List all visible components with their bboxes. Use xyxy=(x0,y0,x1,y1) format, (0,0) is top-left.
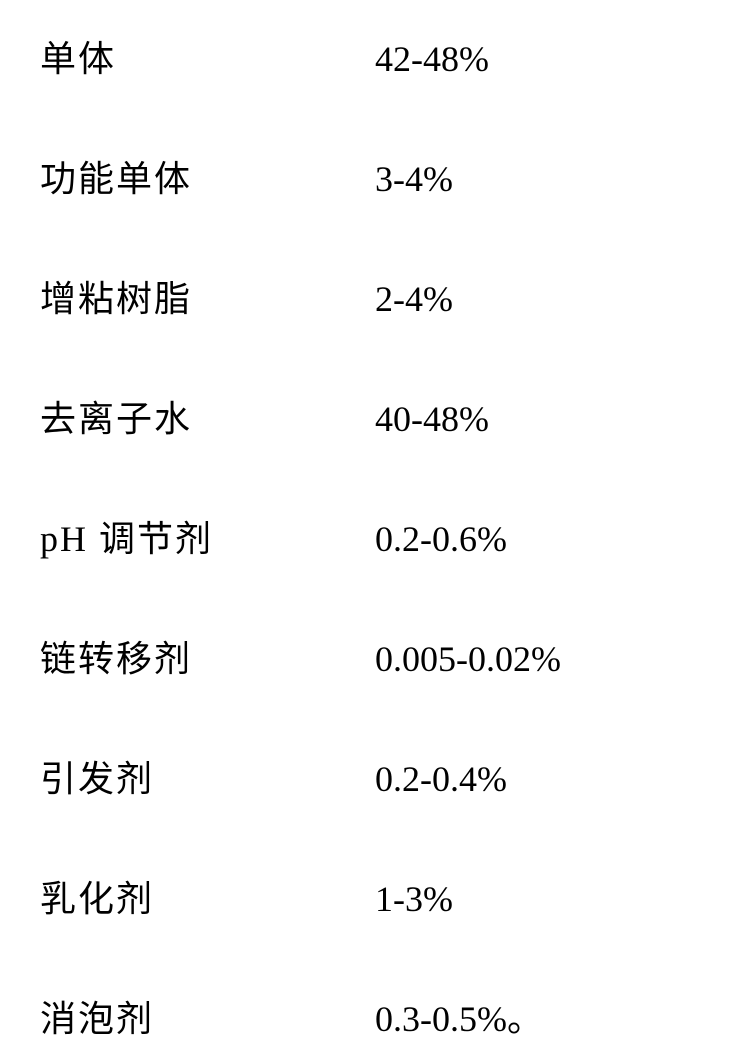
table-row: 消泡剂 0.3-0.5%。 xyxy=(40,990,702,1042)
component-value: 2-4% xyxy=(375,278,453,320)
component-name: 消泡剂 xyxy=(40,990,375,1042)
component-name: 单体 xyxy=(40,30,375,82)
table-row: 链转移剂 0.005-0.02% xyxy=(40,630,702,682)
table-row: 单体 42-48% xyxy=(40,30,702,82)
table-row: 增粘树脂 2-4% xyxy=(40,270,702,322)
table-row: 功能单体 3-4% xyxy=(40,150,702,202)
component-value: 42-48% xyxy=(375,38,489,80)
component-name: 增粘树脂 xyxy=(40,270,375,322)
component-value: 40-48% xyxy=(375,398,489,440)
component-value: 0.2-0.4% xyxy=(375,758,507,800)
component-value: 1-3% xyxy=(375,878,453,920)
table-row: 去离子水 40-48% xyxy=(40,390,702,442)
component-value: 3-4% xyxy=(375,158,453,200)
component-name: 功能单体 xyxy=(40,150,375,202)
component-name: 去离子水 xyxy=(40,390,375,442)
component-name: 链转移剂 xyxy=(40,630,375,682)
component-value: 0.2-0.6% xyxy=(375,518,507,560)
composition-table: 单体 42-48% 功能单体 3-4% 增粘树脂 2-4% 去离子水 40-48… xyxy=(40,30,702,1042)
component-value: 0.3-0.5%。 xyxy=(375,990,543,1042)
table-row: 引发剂 0.2-0.4% xyxy=(40,750,702,802)
table-row: pH 调节剂 0.2-0.6% xyxy=(40,510,702,562)
component-value: 0.005-0.02% xyxy=(375,638,561,680)
component-name: pH 调节剂 xyxy=(40,510,375,562)
table-row: 乳化剂 1-3% xyxy=(40,870,702,922)
component-name: 乳化剂 xyxy=(40,870,375,922)
component-name: 引发剂 xyxy=(40,750,375,802)
